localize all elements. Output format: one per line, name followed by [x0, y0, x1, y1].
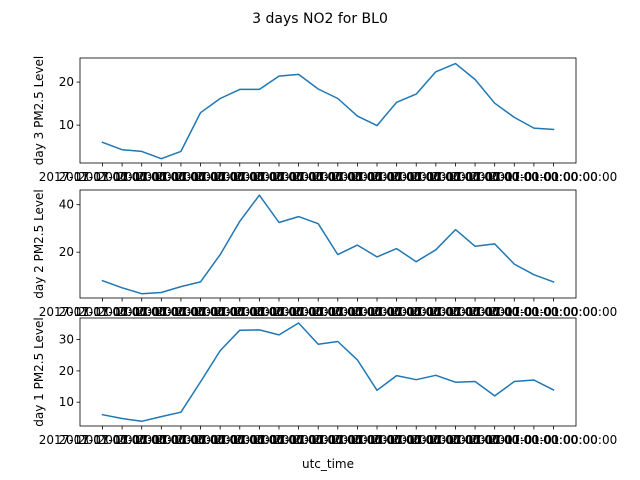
x-tick-label-19: 2017-01-01 00:00:00: [392, 433, 519, 447]
x-tick-label-10: 2017-01-01 00:00:00: [215, 170, 342, 184]
x-tick-label-13: 2017-01-01 00:00:00: [274, 170, 401, 184]
x-tick-label-19: 2017-01-01 00:00:00: [392, 305, 519, 319]
x-tick-label-23: 2017-01-01 00:00:00: [470, 305, 597, 319]
x-tick-label-16: 2017-01-01 00:00:00: [333, 305, 460, 319]
x-tick-label-22: 2017-01-01 00:00:00: [451, 305, 578, 319]
x-tick-label-4: 2017-01-01 00:00:00: [98, 433, 225, 447]
y-tick-label-2: 20: [59, 364, 74, 378]
x-tick-label-10: 2017-01-01 00:00:00: [215, 433, 342, 447]
x-tick-label-21: 2017-01-01 00:00:00: [431, 305, 558, 319]
x-tick-label-6: 2017-01-01 00:00:00: [137, 170, 264, 184]
x-tick-label-1: 2017-01-01 00:00:00: [39, 305, 166, 319]
x-tick-label-17: 2017-01-01 00:00:00: [353, 305, 480, 319]
x-tick-label-2: 2017-01-01 00:00:00: [58, 170, 185, 184]
x-tick-label-21: 2017-01-01 00:00:00: [431, 170, 558, 184]
x-tick-label-1: 2017-01-01 00:00:00: [39, 170, 166, 184]
x-tick-label-3: 2017-01-01 00:00:00: [78, 170, 205, 184]
x-tick-label-24: 2017-01-01 00:00:00: [490, 305, 617, 319]
x-tick-label-4: 2017-01-01 00:00:00: [98, 170, 225, 184]
x-tick-label-18: 2017-01-01 00:00:00: [372, 170, 499, 184]
x-tick-label-11: 2017-01-01 00:00:00: [235, 305, 362, 319]
x-tick-label-23: 2017-01-01 00:00:00: [470, 433, 597, 447]
x-tick-label-11: 2017-01-01 00:00:00: [235, 170, 362, 184]
x-tick-label-7: 2017-01-01 00:00:00: [156, 305, 283, 319]
x-tick-label-20: 2017-01-01 00:00:00: [411, 170, 538, 184]
x-tick-label-4: 2017-01-01 00:00:00: [98, 305, 225, 319]
x-tick-label-21: 2017-01-01 00:00:00: [431, 433, 558, 447]
data-line: [101, 194, 555, 295]
y-tick-label-1: 20: [59, 245, 74, 259]
x-tick-label-17: 2017-01-01 00:00:00: [353, 170, 480, 184]
x-tick-label-14: 2017-01-01 00:00:00: [294, 170, 421, 184]
y-tick-label-1: 10: [59, 395, 74, 409]
y-tick-label-1: 10: [59, 118, 74, 132]
data-line: [101, 62, 555, 160]
x-tick-label-5: 2017-01-01 00:00:00: [117, 170, 244, 184]
axes-frame: [79, 317, 577, 427]
x-tick-label-12: 2017-01-01 00:00:00: [254, 170, 381, 184]
x-tick-label-18: 2017-01-01 00:00:00: [372, 305, 499, 319]
x-tick-label-24: 2017-01-01 00:00:00: [490, 170, 617, 184]
x-tick-label-2: 2017-01-01 00:00:00: [58, 433, 185, 447]
axes-frame: [79, 57, 577, 164]
x-tick-label-14: 2017-01-01 00:00:00: [294, 433, 421, 447]
x-tick-label-3: 2017-01-01 00:00:00: [78, 433, 205, 447]
y-tick-label-3: 30: [59, 333, 74, 347]
x-tick-label-20: 2017-01-01 00:00:00: [411, 433, 538, 447]
y-tick-label-2: 20: [59, 75, 74, 89]
x-tick-label-11: 2017-01-01 00:00:00: [235, 433, 362, 447]
x-tick-label-13: 2017-01-01 00:00:00: [274, 433, 401, 447]
x-tick-label-22: 2017-01-01 00:00:00: [451, 433, 578, 447]
x-tick-label-7: 2017-01-01 00:00:00: [156, 433, 283, 447]
x-tick-label-14: 2017-01-01 00:00:00: [294, 305, 421, 319]
x-tick-label-1: 2017-01-01 00:00:00: [39, 433, 166, 447]
x-tick-label-5: 2017-01-01 00:00:00: [117, 433, 244, 447]
x-tick-label-10: 2017-01-01 00:00:00: [215, 305, 342, 319]
x-tick-label-9: 2017-01-01 00:00:00: [196, 305, 323, 319]
x-tick-label-16: 2017-01-01 00:00:00: [333, 433, 460, 447]
x-tick-label-23: 2017-01-01 00:00:00: [470, 170, 597, 184]
x-tick-label-6: 2017-01-01 00:00:00: [137, 433, 264, 447]
x-tick-label-18: 2017-01-01 00:00:00: [372, 433, 499, 447]
x-tick-label-3: 2017-01-01 00:00:00: [78, 305, 205, 319]
x-tick-label-8: 2017-01-01 00:00:00: [176, 170, 303, 184]
x-tick-label-12: 2017-01-01 00:00:00: [254, 433, 381, 447]
x-tick-label-6: 2017-01-01 00:00:00: [137, 305, 264, 319]
y-tick-label-2: 40: [59, 198, 74, 212]
x-tick-label-8: 2017-01-01 00:00:00: [176, 433, 303, 447]
x-tick-label-20: 2017-01-01 00:00:00: [411, 305, 538, 319]
figure-title: 3 days NO2 for BL0: [252, 11, 388, 27]
x-tick-label-13: 2017-01-01 00:00:00: [274, 305, 401, 319]
x-tick-label-19: 2017-01-01 00:00:00: [392, 170, 519, 184]
x-tick-label-9: 2017-01-01 00:00:00: [196, 433, 323, 447]
x-tick-label-12: 2017-01-01 00:00:00: [254, 305, 381, 319]
y-axis-label: day 3 PM2.5 Level: [32, 56, 46, 166]
x-tick-label-8: 2017-01-01 00:00:00: [176, 305, 303, 319]
y-axis-label: day 2 PM2.5 Level: [32, 189, 46, 299]
x-tick-label-15: 2017-01-01 00:00:00: [313, 433, 440, 447]
x-tick-label-17: 2017-01-01 00:00:00: [353, 433, 480, 447]
x-axis-label: utc_time: [302, 457, 354, 471]
x-tick-label-7: 2017-01-01 00:00:00: [156, 170, 283, 184]
y-axis-label: day 1 PM2.5 Level: [32, 317, 46, 427]
data-line: [101, 322, 555, 423]
x-tick-label-15: 2017-01-01 00:00:00: [313, 305, 440, 319]
x-tick-label-5: 2017-01-01 00:00:00: [117, 305, 244, 319]
axes-frame: [79, 189, 577, 299]
x-tick-label-9: 2017-01-01 00:00:00: [196, 170, 323, 184]
x-tick-label-2: 2017-01-01 00:00:00: [58, 305, 185, 319]
x-tick-label-22: 2017-01-01 00:00:00: [451, 170, 578, 184]
x-tick-label-15: 2017-01-01 00:00:00: [313, 170, 440, 184]
x-tick-label-24: 2017-01-01 00:00:00: [490, 433, 617, 447]
x-tick-label-16: 2017-01-01 00:00:00: [333, 170, 460, 184]
